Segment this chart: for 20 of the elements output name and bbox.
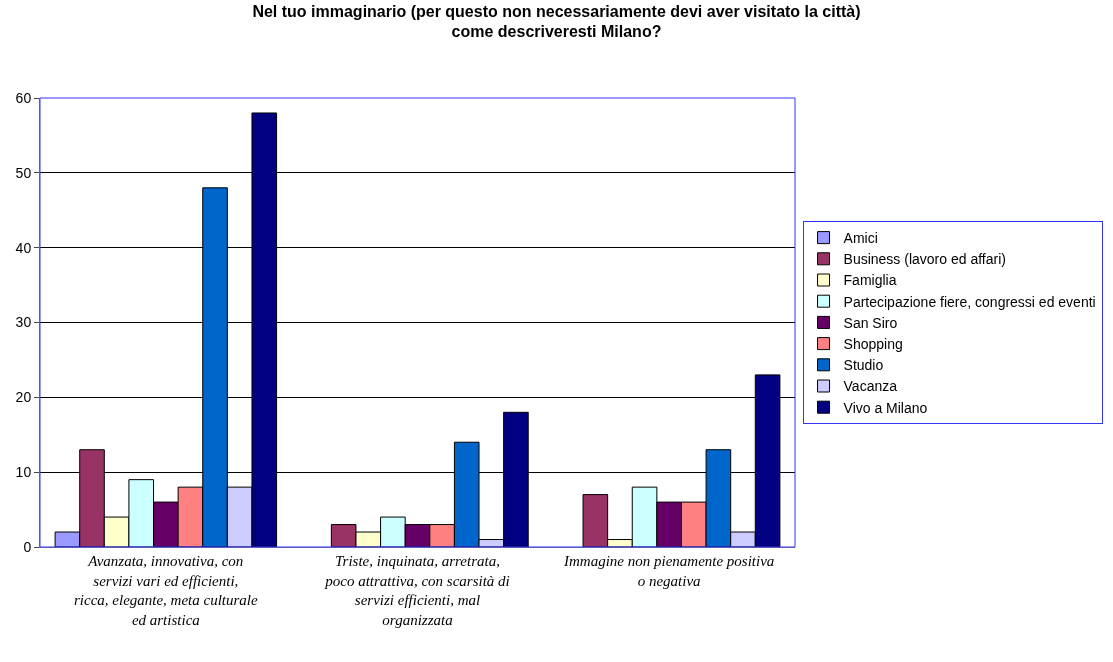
legend-label: Shopping bbox=[843, 336, 903, 353]
x-tick-label: Triste, inquinata, arretrata, poco attrattiva, con scarsità di servizi efficienti, mal organizzata bbox=[324, 553, 510, 628]
y-tick-label: 10 bbox=[15, 464, 32, 481]
y-tick-label: 20 bbox=[15, 389, 32, 406]
legend-label: San Siro bbox=[843, 314, 898, 331]
y-tick-label: 60 bbox=[15, 89, 32, 106]
y-tick-label: 0 bbox=[23, 538, 32, 555]
x-tick-label: Immagine non pienamente positiva o negativa bbox=[562, 553, 775, 589]
legend-label: Famiglia bbox=[843, 272, 897, 289]
legend-label: Amici bbox=[843, 230, 878, 247]
legend-label: Partecipazione fiere, congressi ed eventi bbox=[843, 293, 1096, 310]
chart-title: Nel tuo immaginario (per questo non necessariamente devi aver visitato la città) come descriveresti Milano? bbox=[252, 2, 861, 41]
legend-label: Business (lavoro ed affari) bbox=[843, 251, 1006, 268]
legend-label: Studio bbox=[843, 357, 884, 374]
y-tick-label: 50 bbox=[15, 164, 32, 181]
legend-label: Vivo a Milano bbox=[843, 399, 928, 416]
y-tick-label: 30 bbox=[15, 314, 32, 331]
legend-label: Vacanza bbox=[843, 378, 898, 395]
y-tick-label: 40 bbox=[15, 239, 32, 256]
x-tick-label: Avanzata, innovativa, con servizi vari ed efficienti, ricca, elegante, meta culturale ed artistica bbox=[73, 553, 259, 628]
